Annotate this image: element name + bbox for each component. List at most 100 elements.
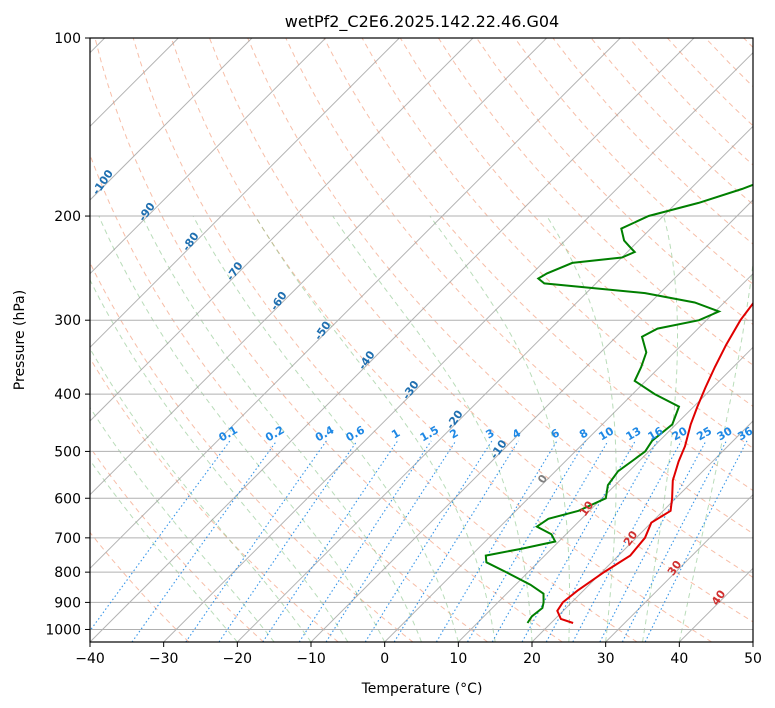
x-axis: −40 −30 −20 −10 0 10 20 30 40 50 bbox=[75, 642, 762, 667]
x-tick-label: 20 bbox=[523, 651, 541, 667]
mixing-ratio-line bbox=[90, 440, 231, 632]
mixing-ratio-line bbox=[218, 440, 358, 642]
x-tick-label: 30 bbox=[597, 651, 615, 667]
mixing-ratio-label: 1 bbox=[389, 426, 402, 441]
x-tick-label: 50 bbox=[744, 651, 762, 667]
isotherm-line bbox=[90, 38, 621, 570]
dry-adiabat-line bbox=[399, 38, 753, 408]
chart-title: wetPf2_C2E6.2025.142.22.46.G04 bbox=[285, 12, 559, 32]
isotherm-label: 10 bbox=[577, 498, 597, 518]
isotherm-label: -20 bbox=[444, 408, 466, 432]
y-tick-label: 1000 bbox=[45, 622, 81, 638]
temperature-trace bbox=[556, 301, 753, 624]
moist-adiabat-line bbox=[192, 215, 459, 642]
isotherm-line bbox=[752, 641, 753, 642]
mixing-ratio-label: 0.2 bbox=[263, 423, 286, 444]
isotherm-line bbox=[90, 38, 253, 201]
moist-adiabat-line bbox=[90, 347, 312, 642]
y-axis-label: Pressure (hPa) bbox=[12, 290, 28, 390]
isotherm-line bbox=[384, 272, 753, 642]
x-tick-label: −20 bbox=[223, 651, 253, 667]
y-tick-label: 500 bbox=[54, 444, 81, 460]
x-tick-label: −30 bbox=[149, 651, 179, 667]
mixing-ratio-label: 16 bbox=[646, 424, 666, 443]
mixing-ratio-line bbox=[545, 440, 658, 642]
y-tick-label: 700 bbox=[54, 531, 81, 547]
mixing-ratio-line bbox=[393, 440, 519, 642]
moist-adiabat-line bbox=[546, 215, 617, 642]
dry-adiabat-line bbox=[90, 357, 339, 642]
dry-adiabat-line bbox=[209, 38, 753, 623]
dry-adiabat-line bbox=[247, 38, 753, 578]
isotherm-line bbox=[90, 38, 327, 275]
background-lines bbox=[90, 38, 753, 642]
profile-traces bbox=[484, 183, 753, 624]
dry-adiabat-line bbox=[514, 38, 753, 285]
moist-adiabat-line bbox=[642, 215, 678, 642]
isotherm-label: -50 bbox=[312, 319, 334, 343]
moist-adiabat-line bbox=[90, 278, 349, 642]
y-tick-label: 100 bbox=[54, 31, 81, 47]
dry-adiabat-line bbox=[170, 38, 712, 642]
mixing-ratio-label: 0.4 bbox=[313, 423, 337, 444]
moist-adiabat-line bbox=[90, 459, 238, 642]
y-axis: 100 200 300 400 500 600 700 800 900 1000 bbox=[45, 31, 90, 638]
dry-adiabat-line bbox=[94, 38, 563, 642]
isotherm-label: 0 bbox=[535, 472, 550, 486]
mixing-ratio-line bbox=[298, 440, 432, 642]
isotherm-label: -70 bbox=[224, 259, 246, 283]
moist-adiabat-line bbox=[678, 259, 753, 642]
isotherm-line bbox=[90, 38, 548, 496]
mixing-ratio-label: 13 bbox=[624, 424, 644, 443]
isotherm-line bbox=[531, 420, 753, 642]
mixing-ratio-label: 36 bbox=[735, 424, 755, 443]
mixing-ratio-label: 25 bbox=[694, 424, 714, 443]
y-tick-label: 600 bbox=[54, 491, 81, 507]
moist-adiabat-line bbox=[332, 215, 533, 642]
isotherm-label: 30 bbox=[665, 558, 685, 578]
mixing-ratio-line bbox=[131, 440, 278, 642]
dry-adiabat-line bbox=[590, 38, 753, 206]
isotherm-line bbox=[90, 38, 474, 422]
mixing-ratio-line bbox=[262, 440, 399, 642]
mixing-ratio-label: 0.1 bbox=[216, 423, 239, 444]
y-tick-label: 300 bbox=[54, 313, 81, 329]
isotherm-line bbox=[678, 567, 753, 642]
isotherm-line bbox=[163, 51, 753, 642]
x-tick-label: 10 bbox=[449, 651, 467, 667]
isotherm-label: -80 bbox=[180, 230, 202, 254]
isotherm-label: -100 bbox=[90, 167, 117, 197]
isotherm-line bbox=[236, 125, 753, 642]
isotherm-line bbox=[605, 493, 753, 642]
y-tick-label: 200 bbox=[54, 209, 81, 225]
isotherm-line bbox=[90, 38, 695, 642]
moist-adiabat-line bbox=[254, 215, 496, 642]
mixing-ratio-label: 4 bbox=[510, 426, 523, 441]
isotherm-label: -60 bbox=[268, 289, 290, 313]
isotherm-label: -30 bbox=[400, 378, 422, 402]
mixing-ratio-label: 6 bbox=[549, 426, 562, 441]
x-axis-label: Temperature (°C) bbox=[361, 681, 483, 697]
dry-adiabat-line bbox=[437, 38, 753, 366]
mixing-ratio-line bbox=[364, 440, 493, 642]
x-tick-label: 40 bbox=[670, 651, 688, 667]
y-tick-label: 900 bbox=[54, 595, 81, 611]
y-tick-label: 800 bbox=[54, 565, 81, 581]
mixing-ratio-line bbox=[621, 440, 727, 642]
isopleth-labels: 0.1 0.2 0.4 0.6 1 1.5 2 3 4 6 8 10 13 16 20 25 30 36-100-… bbox=[90, 167, 755, 608]
isotherm-line bbox=[90, 38, 400, 349]
dry-adiabat-line bbox=[90, 261, 414, 642]
dry-adiabat-line bbox=[705, 38, 753, 88]
dry-adiabat-line bbox=[667, 38, 753, 127]
isotherm-label: -90 bbox=[136, 200, 158, 224]
dry-adiabat-line bbox=[132, 38, 638, 642]
mixing-ratio-line bbox=[491, 440, 609, 642]
mixing-ratio-label: 8 bbox=[577, 426, 590, 441]
isotherm-line bbox=[457, 346, 753, 642]
x-tick-label: −10 bbox=[296, 651, 326, 667]
mixing-ratio-line bbox=[644, 440, 748, 642]
dry-adiabat-line bbox=[90, 153, 488, 642]
dry-adiabat-line bbox=[743, 38, 753, 49]
plot-frame bbox=[89, 37, 754, 643]
